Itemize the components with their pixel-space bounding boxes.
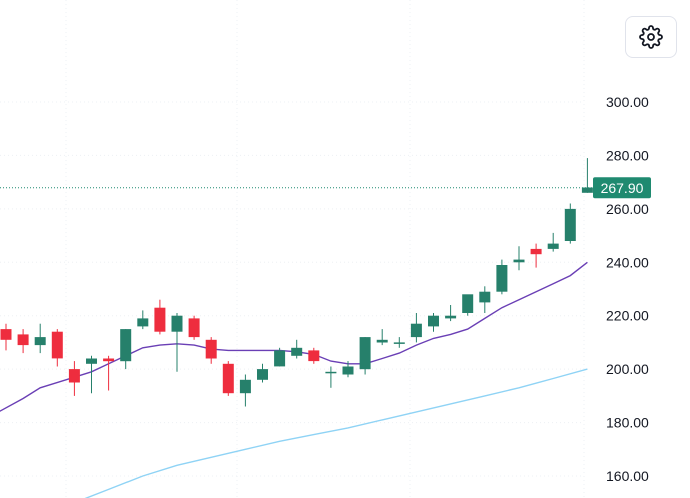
y-tick-label: 260.00 [606, 201, 649, 217]
y-tick-label: 220.00 [606, 308, 649, 324]
candle[interactable] [120, 329, 132, 370]
candle-body [581, 187, 593, 193]
candle[interactable] [581, 158, 593, 193]
candle[interactable] [376, 329, 388, 346]
candle[interactable] [34, 323, 46, 354]
candles-series [0, 158, 593, 407]
candle-body [410, 323, 422, 338]
y-tick-label: 200.00 [606, 361, 649, 377]
candle-body [462, 294, 474, 313]
candle[interactable] [291, 339, 303, 359]
candle[interactable] [222, 361, 234, 396]
candle-body [188, 318, 200, 338]
y-tick-label: 240.00 [606, 254, 649, 270]
candle-body [86, 358, 97, 364]
moving-average-long-series [84, 368, 588, 498]
candle[interactable] [564, 203, 576, 244]
candle-body [393, 342, 405, 344]
candle[interactable] [257, 363, 268, 383]
candle-body [308, 350, 320, 362]
last-price-tag-background [593, 177, 651, 199]
candle-body [154, 307, 166, 332]
candle[interactable] [513, 246, 525, 271]
y-tick-label: 280.00 [606, 147, 649, 163]
ma-long-line [84, 368, 588, 498]
candle-body [274, 350, 286, 367]
y-tick-label: 180.00 [606, 415, 649, 431]
candle-body [496, 265, 508, 292]
candle-body [51, 331, 63, 359]
y-axis[interactable]: 300.00 280.00 260.00 240.00 220.00 200.00 180.… [606, 94, 649, 484]
candle[interactable] [325, 366, 337, 388]
candle-body [205, 339, 217, 359]
candle[interactable] [445, 305, 457, 322]
last-price-label: 267.90 [601, 180, 644, 196]
candle-body [222, 363, 234, 394]
candle-body [513, 259, 525, 263]
candle[interactable] [428, 313, 439, 332]
candle-body [103, 358, 115, 362]
candle[interactable] [154, 299, 166, 335]
candle[interactable] [359, 337, 371, 375]
candle[interactable] [68, 361, 80, 396]
candle[interactable] [308, 347, 320, 364]
candle[interactable] [17, 329, 29, 354]
candle-body [376, 339, 388, 343]
gear-icon [639, 25, 663, 49]
candle[interactable] [188, 315, 200, 340]
candle[interactable] [51, 329, 63, 367]
candle[interactable] [103, 355, 115, 391]
candle-body [342, 366, 354, 375]
candle-body [120, 329, 132, 362]
candle[interactable] [0, 323, 12, 351]
candle[interactable] [496, 259, 508, 295]
candle-body [68, 369, 80, 383]
candle-body [0, 329, 12, 340]
candle[interactable] [171, 313, 183, 372]
candle-body [428, 315, 439, 327]
candle[interactable] [479, 286, 491, 313]
candle[interactable] [86, 355, 97, 394]
y-tick-label: 160.00 [606, 468, 649, 484]
candle-body [359, 337, 371, 370]
candle[interactable] [205, 337, 217, 364]
y-tick-label: 300.00 [606, 94, 649, 110]
candle-body [291, 347, 303, 356]
candle[interactable] [274, 347, 286, 367]
last-price-tag: 267.90 [593, 177, 651, 199]
candle-body [564, 208, 576, 241]
candle[interactable] [239, 374, 251, 407]
candle-body [171, 315, 183, 332]
candle[interactable] [393, 337, 405, 348]
candle-body [34, 337, 46, 346]
candle-body [17, 334, 29, 346]
candle-body [257, 369, 268, 380]
candle[interactable] [137, 310, 149, 330]
candle[interactable] [462, 294, 474, 316]
ma-short-line [0, 261, 588, 412]
candle-body [547, 243, 559, 249]
candle[interactable] [530, 243, 542, 268]
candle[interactable] [342, 361, 354, 378]
candle-body [137, 318, 149, 327]
candle-body [530, 248, 542, 255]
grid-lines [0, 0, 585, 498]
candle-body [239, 379, 251, 394]
candle-body [325, 371, 337, 374]
candle[interactable] [410, 313, 422, 343]
candle[interactable] [547, 232, 559, 252]
candle-body [479, 291, 491, 303]
candle-body [445, 315, 457, 319]
settings-button[interactable] [625, 16, 677, 58]
moving-average-short-series [0, 261, 588, 412]
